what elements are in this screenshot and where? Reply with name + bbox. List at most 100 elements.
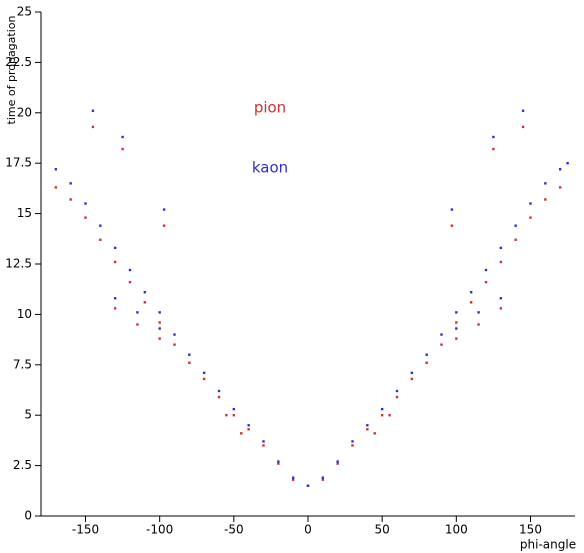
point <box>84 202 87 205</box>
y-axis-label: time of propagation <box>5 15 18 124</box>
point <box>128 268 132 272</box>
point <box>158 321 161 324</box>
point <box>514 224 517 227</box>
point <box>477 323 480 326</box>
y-tick-label: 2.5 <box>13 458 32 472</box>
point <box>143 291 147 294</box>
point <box>336 462 339 465</box>
point <box>121 147 124 151</box>
point <box>469 301 473 304</box>
point <box>158 311 161 314</box>
point <box>291 478 295 481</box>
y-tick-label: 17.5 <box>5 156 32 170</box>
legend-label: kaon <box>252 159 288 177</box>
point <box>291 476 295 479</box>
point <box>84 216 87 219</box>
y-tick-label: 25 <box>17 5 32 19</box>
point <box>366 424 369 427</box>
x-tick-label: -100 <box>146 523 173 537</box>
y-tick-label: 12.5 <box>5 257 32 271</box>
point <box>113 246 117 250</box>
point <box>262 444 265 447</box>
point <box>336 460 339 463</box>
point <box>351 440 354 443</box>
point <box>128 280 132 284</box>
point <box>158 327 161 330</box>
point <box>202 371 206 375</box>
point <box>217 389 221 393</box>
point <box>395 389 399 393</box>
point <box>529 216 532 219</box>
point <box>351 444 354 447</box>
point <box>113 297 117 300</box>
point <box>455 311 458 314</box>
point <box>113 260 117 264</box>
point <box>247 424 250 427</box>
point <box>521 109 525 112</box>
point <box>54 168 58 171</box>
point <box>380 414 384 417</box>
point <box>188 353 191 356</box>
point <box>69 198 72 201</box>
point <box>529 202 532 205</box>
point <box>521 125 525 129</box>
point <box>484 280 488 284</box>
point <box>558 168 562 171</box>
point <box>388 414 391 417</box>
point <box>499 260 503 264</box>
point <box>410 377 414 381</box>
point <box>499 297 503 300</box>
point <box>440 343 443 346</box>
y-tick-label: 15 <box>17 206 32 220</box>
point <box>136 323 139 326</box>
point <box>425 361 428 364</box>
legend-label: pion <box>254 99 286 117</box>
point <box>477 311 480 314</box>
point <box>91 109 95 112</box>
y-tick-label: 0 <box>24 509 32 523</box>
x-tick-label: 50 <box>375 523 390 537</box>
point <box>321 476 325 479</box>
x-tick-label: -150 <box>72 523 99 537</box>
point <box>492 135 495 139</box>
point <box>544 198 547 201</box>
x-axis-label: phi-angle <box>520 538 576 552</box>
point <box>262 440 265 443</box>
point <box>499 246 503 250</box>
point <box>469 291 473 294</box>
point <box>232 414 236 417</box>
point <box>544 182 547 185</box>
point <box>450 224 454 227</box>
point <box>217 395 221 399</box>
y-tick-label: 7.5 <box>13 357 32 371</box>
point <box>99 224 102 227</box>
x-tick-label: 150 <box>519 523 542 537</box>
point <box>566 162 569 165</box>
point <box>499 307 503 310</box>
point <box>484 268 488 272</box>
point <box>395 395 399 399</box>
point <box>492 147 495 151</box>
point <box>240 432 243 435</box>
x-tick-label: 100 <box>445 523 468 537</box>
point <box>173 343 176 346</box>
point <box>247 428 250 431</box>
point <box>54 186 58 189</box>
point <box>121 135 124 139</box>
point <box>202 377 206 381</box>
point <box>162 224 166 227</box>
point <box>277 462 280 465</box>
point <box>173 333 176 336</box>
point <box>143 301 147 304</box>
point <box>514 238 517 242</box>
point <box>373 432 376 435</box>
point <box>440 333 443 336</box>
point <box>277 460 280 463</box>
point <box>91 125 95 129</box>
point <box>113 307 117 310</box>
y-tick-label: 22.5 <box>5 55 32 69</box>
y-tick-label: 10 <box>17 307 32 321</box>
x-tick-label: -50 <box>224 523 244 537</box>
point <box>232 407 236 411</box>
